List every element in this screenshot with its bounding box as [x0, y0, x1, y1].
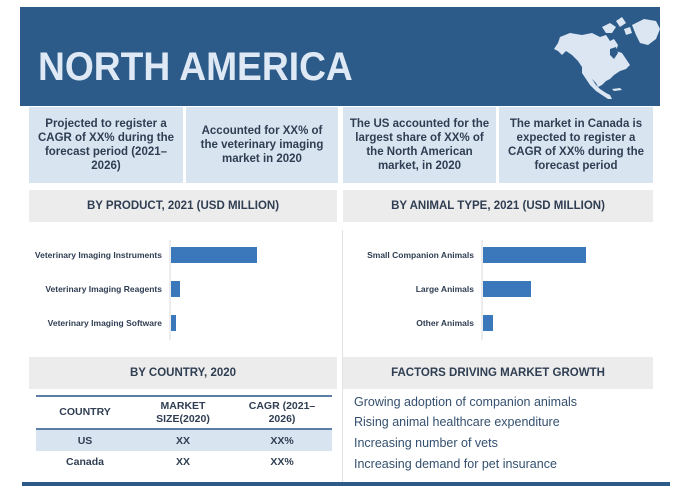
product-bar — [171, 315, 176, 331]
table-header-row: COUNTRY MARKET SIZE(2020) CAGR (2021–202… — [36, 395, 332, 430]
cell-market-size: XX — [134, 429, 232, 451]
stat-text: Projected to register a CAGR of XX% duri… — [37, 118, 175, 172]
section-header-product: BY PRODUCT, 2021 (USD MILLION) — [29, 190, 337, 222]
product-bar — [171, 281, 180, 297]
stat-text: Accounted for XX% of the veterinary imag… — [200, 125, 324, 165]
table-row: US XX XX% — [36, 429, 332, 451]
column-divider — [342, 230, 343, 485]
header-market-size-text: MARKET SIZE(2020) — [156, 399, 210, 425]
factor-item: Increasing demand for pet insurance — [354, 457, 557, 471]
header-country: COUNTRY — [36, 395, 134, 430]
section-header-country: BY COUNTRY, 2020 — [29, 357, 337, 389]
stat-box-us-share: The US accounted for the largest share o… — [343, 107, 496, 183]
section-title: BY COUNTRY, 2020 — [129, 367, 237, 379]
factor-item: Growing adoption of companion animals — [354, 395, 578, 409]
section-title: BY ANIMAL TYPE, 2021 (USD MILLION) — [391, 200, 605, 212]
stat-box-canada-cagr: The market in Canada is expected to regi… — [499, 107, 653, 183]
section-title: BY PRODUCT, 2021 (USD MILLION) — [86, 200, 280, 212]
product-category-label: Veterinary Imaging Software — [48, 318, 163, 328]
region-title: NORTH AMERICA — [38, 45, 353, 89]
animal-bar — [483, 281, 531, 297]
section-header-factors: FACTORS DRIVING MARKET GROWTH — [343, 357, 653, 389]
cell-cagr: XX% — [232, 429, 332, 451]
product-bar — [171, 247, 257, 263]
animal-category-label: Small Companion Animals — [367, 250, 474, 260]
product-category-label: Veterinary Imaging Reagents — [45, 284, 162, 294]
animal-category-label: Other Animals — [416, 318, 474, 328]
animal-category-label: Large Animals — [416, 284, 475, 294]
animal-bar — [483, 315, 493, 331]
country-table: COUNTRY MARKET SIZE(2020) CAGR (2021–202… — [36, 395, 332, 472]
table-row: Canada XX XX% — [36, 451, 332, 472]
header-cagr-text: CAGR (2021–2026) — [248, 399, 316, 425]
factor-item: Rising animal healthcare expenditure — [354, 415, 560, 429]
stat-box-market-share: Accounted for XX% of the veterinary imag… — [186, 107, 338, 183]
animal-bar — [483, 247, 586, 263]
cell-cagr: XX% — [270, 455, 294, 468]
product-category-label: Veterinary Imaging Instruments — [35, 250, 162, 260]
section-header-animal-type: BY ANIMAL TYPE, 2021 (USD MILLION) — [343, 190, 653, 222]
stat-text: The US accounted for the largest share o… — [349, 118, 490, 172]
bottom-rule — [22, 482, 670, 486]
cell-country: Canada — [66, 455, 104, 468]
region-header-banner: NORTH AMERICA — [20, 7, 660, 106]
header-market-size: MARKET SIZE(2020) — [134, 395, 232, 430]
north-america-map-icon — [554, 17, 660, 99]
header-cagr: CAGR (2021–2026) — [232, 395, 332, 430]
section-title: FACTORS DRIVING MARKET GROWTH — [391, 367, 605, 379]
cell-market-size: XX — [175, 455, 190, 468]
stat-text: The market in Canada is expected to regi… — [507, 118, 645, 172]
factor-item: Increasing number of vets — [354, 436, 498, 450]
stat-box-cagr: Projected to register a CAGR of XX% duri… — [29, 107, 183, 183]
cell-country: US — [36, 429, 134, 451]
